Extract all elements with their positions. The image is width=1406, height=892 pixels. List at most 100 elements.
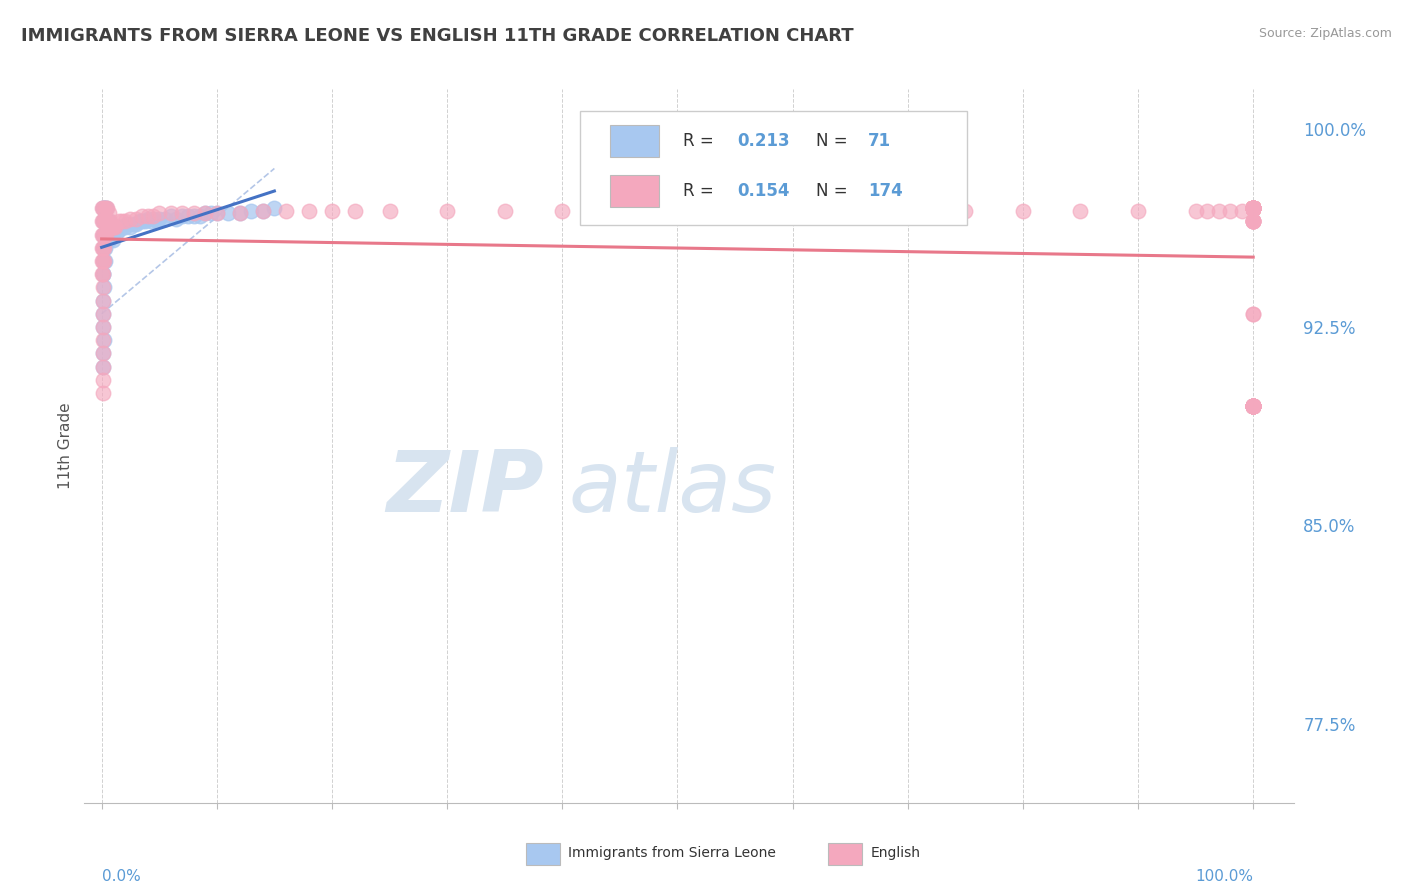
Point — [188, 209, 211, 223]
Point — [93, 280, 115, 294]
Point — [1241, 201, 1264, 215]
Point — [91, 227, 114, 242]
Point — [114, 219, 136, 234]
Point — [1241, 400, 1264, 414]
Point — [1241, 400, 1264, 414]
Point — [146, 214, 169, 228]
Point — [1241, 400, 1264, 414]
Point — [91, 214, 114, 228]
Point — [131, 209, 153, 223]
Point — [609, 203, 631, 218]
Point — [136, 209, 159, 223]
Point — [1241, 400, 1264, 414]
Point — [1241, 214, 1264, 228]
Point — [94, 214, 117, 228]
Point — [1208, 203, 1230, 218]
Point — [1241, 201, 1264, 215]
Point — [91, 267, 114, 281]
Point — [298, 203, 321, 218]
Point — [1241, 201, 1264, 215]
Point — [108, 222, 131, 236]
Point — [111, 214, 134, 228]
Point — [200, 206, 222, 220]
Point — [142, 209, 165, 223]
Point — [1241, 201, 1264, 215]
Point — [1241, 201, 1264, 215]
Point — [183, 209, 205, 223]
Text: atlas: atlas — [568, 447, 776, 531]
Point — [194, 206, 217, 220]
Point — [153, 211, 176, 226]
Point — [1241, 201, 1264, 215]
Point — [1241, 201, 1264, 215]
Point — [96, 214, 118, 228]
Point — [1012, 203, 1035, 218]
Point — [93, 201, 115, 215]
Text: N =: N = — [815, 182, 853, 200]
Point — [1241, 307, 1264, 321]
Point — [103, 219, 125, 234]
Text: R =: R = — [683, 182, 718, 200]
Point — [91, 386, 114, 401]
Point — [90, 254, 112, 268]
Point — [101, 219, 124, 234]
Point — [1241, 201, 1264, 215]
Point — [91, 227, 114, 242]
Point — [1241, 201, 1264, 215]
Point — [125, 217, 148, 231]
Point — [108, 219, 131, 234]
Text: N =: N = — [815, 132, 853, 150]
Point — [1241, 400, 1264, 414]
Point — [1241, 201, 1264, 215]
Point — [91, 293, 114, 308]
Point — [91, 373, 114, 387]
Point — [98, 214, 121, 228]
Point — [159, 209, 181, 223]
Point — [114, 214, 136, 228]
Point — [1241, 400, 1264, 414]
Point — [1241, 201, 1264, 215]
Point — [91, 267, 114, 281]
Point — [120, 219, 142, 234]
Text: 100.0%: 100.0% — [1195, 869, 1253, 884]
Point — [1241, 201, 1264, 215]
FancyBboxPatch shape — [526, 844, 560, 865]
Point — [93, 214, 115, 228]
Point — [120, 211, 142, 226]
Point — [93, 214, 115, 228]
Point — [1241, 214, 1264, 228]
Point — [1241, 201, 1264, 215]
Point — [1241, 201, 1264, 215]
Point — [1241, 201, 1264, 215]
Point — [91, 333, 114, 347]
Point — [1241, 214, 1264, 228]
Point — [103, 219, 125, 234]
Point — [1241, 201, 1264, 215]
Y-axis label: 11th Grade: 11th Grade — [58, 402, 73, 490]
Point — [1241, 201, 1264, 215]
Point — [134, 214, 156, 228]
Point — [90, 201, 112, 215]
Point — [96, 214, 118, 228]
Point — [104, 222, 127, 236]
Point — [125, 211, 148, 226]
Point — [91, 267, 114, 281]
Point — [97, 214, 120, 228]
Point — [217, 206, 239, 220]
Point — [1241, 201, 1264, 215]
Point — [96, 227, 118, 242]
Point — [1241, 201, 1264, 215]
Point — [94, 214, 117, 228]
Point — [1241, 201, 1264, 215]
Point — [1241, 201, 1264, 215]
Point — [91, 280, 114, 294]
FancyBboxPatch shape — [581, 111, 967, 225]
Text: ZIP: ZIP — [387, 447, 544, 531]
Point — [97, 233, 120, 247]
Point — [1241, 214, 1264, 228]
Point — [96, 214, 118, 228]
Point — [240, 203, 263, 218]
Point — [1241, 400, 1264, 414]
Point — [1230, 203, 1253, 218]
Text: Source: ZipAtlas.com: Source: ZipAtlas.com — [1258, 27, 1392, 40]
